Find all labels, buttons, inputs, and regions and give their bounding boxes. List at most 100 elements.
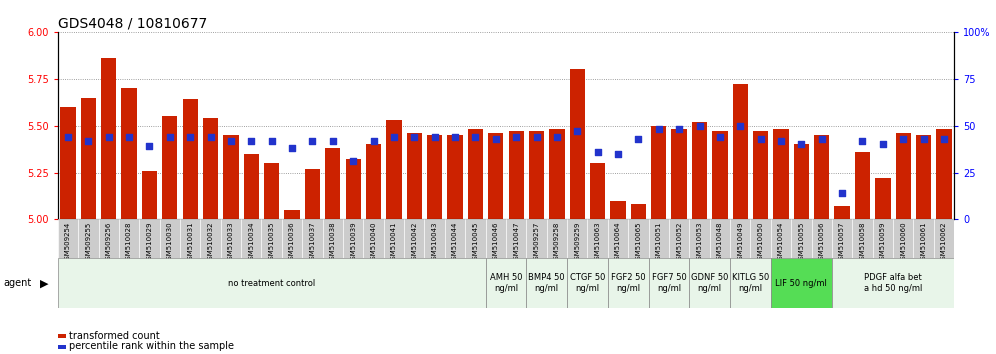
Bar <box>366 144 381 219</box>
Text: GSM510042: GSM510042 <box>411 222 417 264</box>
Bar <box>710 219 730 258</box>
Bar <box>364 219 383 258</box>
Bar <box>547 219 567 258</box>
Point <box>650 127 666 132</box>
Bar <box>590 163 606 219</box>
Text: ▶: ▶ <box>40 278 49 288</box>
Point <box>243 138 259 143</box>
Point <box>895 136 911 142</box>
Text: GSM509256: GSM509256 <box>106 222 112 264</box>
Point <box>122 134 137 140</box>
Point <box>630 136 646 142</box>
Point <box>60 134 76 140</box>
Bar <box>262 219 282 258</box>
Text: GDNF 50
ng/ml: GDNF 50 ng/ml <box>691 274 728 293</box>
Text: GSM510046: GSM510046 <box>493 222 499 264</box>
Bar <box>692 122 707 219</box>
Point <box>732 123 748 129</box>
Bar <box>285 210 300 219</box>
Point <box>202 134 218 140</box>
Text: BMP4 50
ng/ml: BMP4 50 ng/ml <box>529 274 565 293</box>
Text: GSM510052: GSM510052 <box>676 222 682 264</box>
Bar <box>445 219 465 258</box>
Bar <box>264 163 279 219</box>
Text: GDS4048 / 10810677: GDS4048 / 10810677 <box>58 16 207 30</box>
Point <box>467 134 483 140</box>
Bar <box>648 258 689 308</box>
Bar <box>567 258 608 308</box>
Point <box>855 138 871 143</box>
Bar <box>58 219 78 258</box>
Bar <box>750 219 771 258</box>
Bar <box>872 219 893 258</box>
Bar <box>812 219 832 258</box>
Text: GSM509254: GSM509254 <box>65 222 71 264</box>
Bar <box>853 219 872 258</box>
Text: GSM510045: GSM510045 <box>472 222 478 264</box>
Bar <box>122 88 136 219</box>
Bar <box>180 219 200 258</box>
Bar <box>895 133 911 219</box>
Point <box>874 142 890 147</box>
Text: GSM510053: GSM510053 <box>696 222 702 264</box>
Bar <box>934 219 954 258</box>
Text: GSM510048: GSM510048 <box>717 222 723 264</box>
Point <box>447 134 463 140</box>
Bar <box>893 219 913 258</box>
Text: agent: agent <box>3 278 31 288</box>
Text: GSM510034: GSM510034 <box>248 222 254 264</box>
Bar <box>223 135 239 219</box>
Text: GSM510038: GSM510038 <box>330 222 336 264</box>
Text: GSM510057: GSM510057 <box>839 222 846 264</box>
Bar <box>99 219 119 258</box>
Point <box>284 145 300 151</box>
Bar <box>58 258 486 308</box>
Bar <box>343 219 364 258</box>
Bar <box>529 131 544 219</box>
Bar <box>159 219 180 258</box>
Bar <box>733 84 748 219</box>
Text: LIF 50 ng/ml: LIF 50 ng/ml <box>776 279 828 288</box>
Point <box>366 138 381 143</box>
Bar <box>791 219 812 258</box>
Point <box>570 129 586 134</box>
Point <box>161 134 178 140</box>
Bar <box>567 219 588 258</box>
Point <box>81 138 97 143</box>
Text: FGF7 50
ng/ml: FGF7 50 ng/ml <box>651 274 686 293</box>
Text: AMH 50
ng/ml: AMH 50 ng/ml <box>490 274 522 293</box>
Point <box>712 134 728 140</box>
Bar <box>730 219 750 258</box>
Point <box>753 136 769 142</box>
Bar <box>244 154 259 219</box>
Bar <box>913 219 934 258</box>
Point <box>590 149 606 155</box>
Point <box>182 134 198 140</box>
Point <box>346 159 362 164</box>
Bar <box>200 219 221 258</box>
Bar <box>162 116 177 219</box>
Bar <box>875 178 890 219</box>
Text: GSM510033: GSM510033 <box>228 222 234 264</box>
Bar <box>465 219 486 258</box>
Point <box>264 138 280 143</box>
Text: GSM510036: GSM510036 <box>289 222 295 264</box>
Text: GSM510056: GSM510056 <box>819 222 825 264</box>
Bar <box>282 219 302 258</box>
Text: GSM510064: GSM510064 <box>615 222 622 264</box>
Point <box>508 134 524 140</box>
Bar <box>608 219 628 258</box>
Point <box>773 138 789 143</box>
Bar <box>427 135 442 219</box>
Text: GSM510051: GSM510051 <box>655 222 661 264</box>
Bar <box>325 148 341 219</box>
Bar <box>588 219 608 258</box>
Text: GSM510037: GSM510037 <box>310 222 316 264</box>
Text: GSM510039: GSM510039 <box>351 222 357 264</box>
Bar <box>814 135 830 219</box>
Point <box>794 142 810 147</box>
Bar <box>648 219 669 258</box>
Text: GSM510035: GSM510035 <box>269 222 275 264</box>
Text: PDGF alfa bet
a hd 50 ng/ml: PDGF alfa bet a hd 50 ng/ml <box>864 274 922 293</box>
Bar <box>773 130 789 219</box>
